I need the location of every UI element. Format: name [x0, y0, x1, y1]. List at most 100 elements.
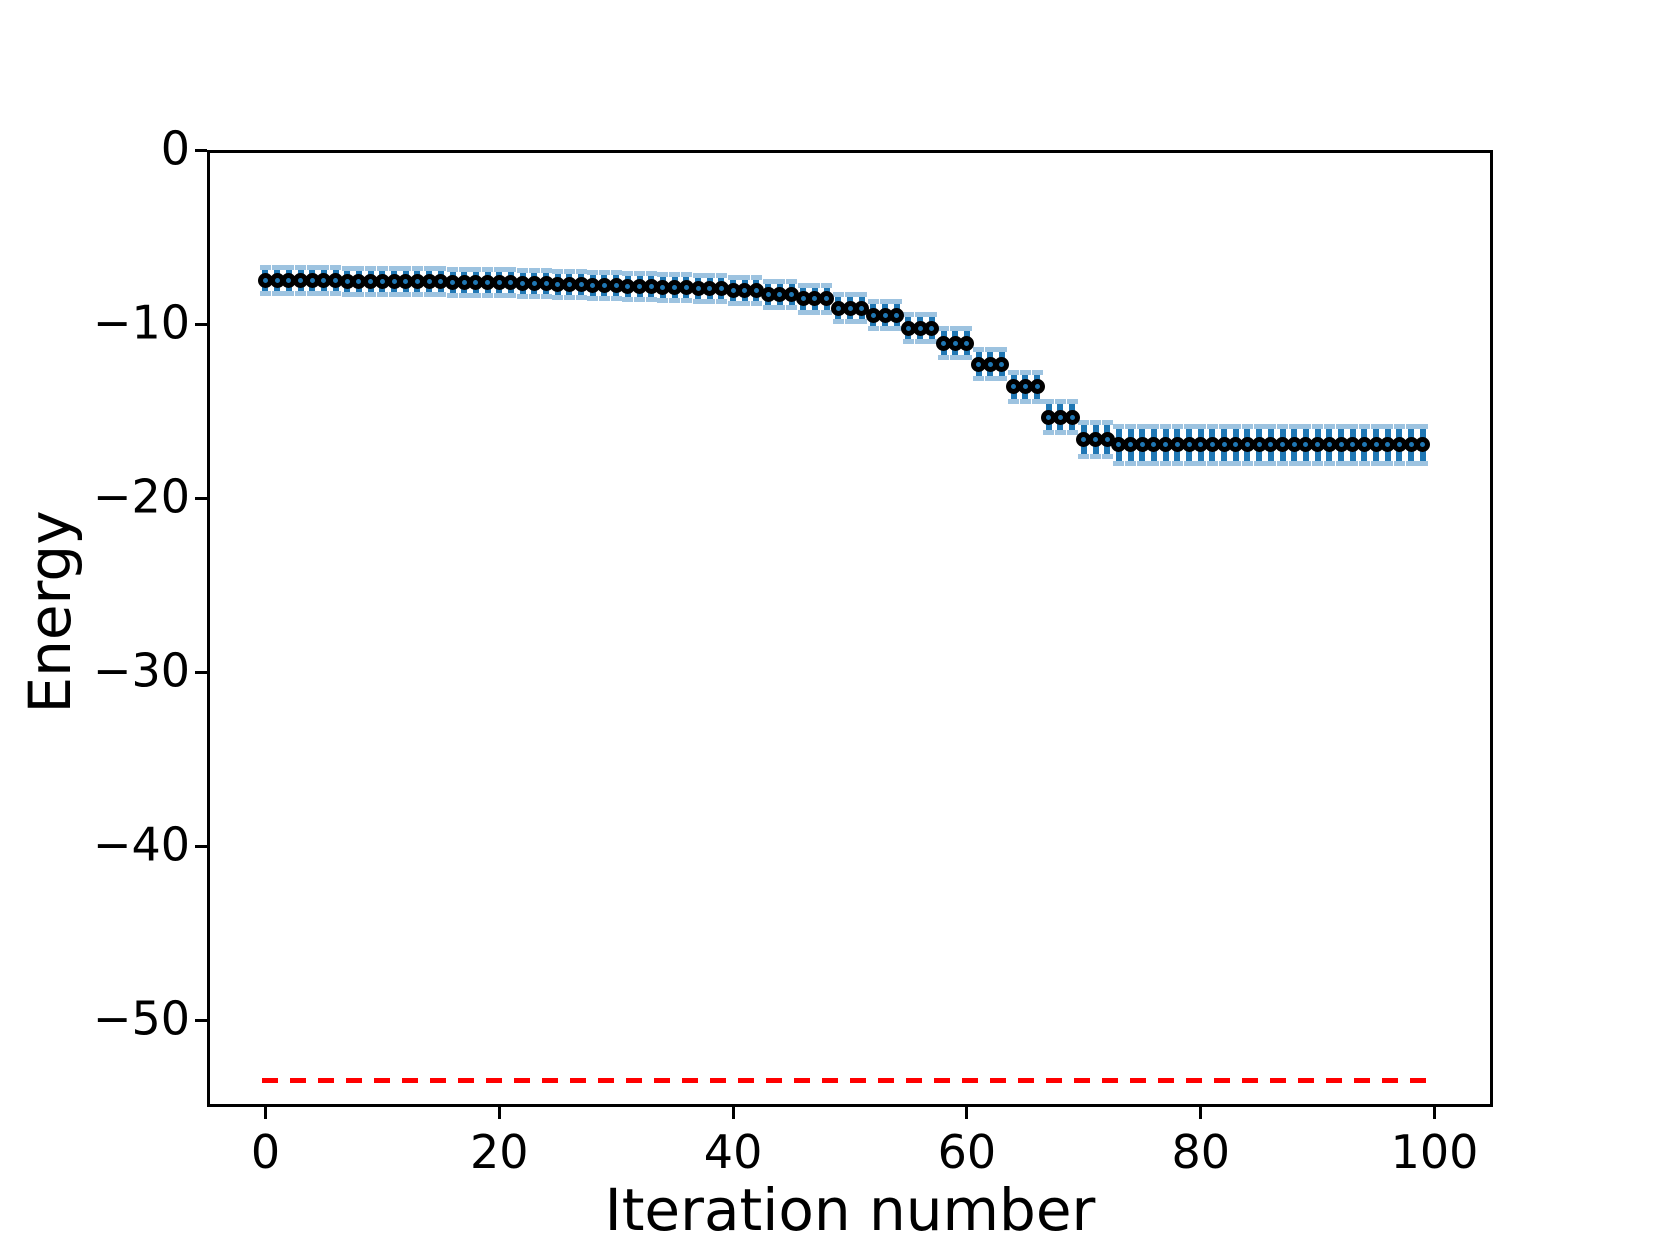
- error-bar-cap: [645, 270, 657, 276]
- error-bar-cap: [1300, 461, 1312, 467]
- error-bar-cap: [610, 269, 622, 275]
- error-bar-cap: [482, 267, 494, 273]
- error-bar-cap: [926, 339, 938, 345]
- error-bar-cap: [1230, 423, 1242, 429]
- error-bar-cap: [622, 270, 634, 276]
- error-bar-cap: [540, 294, 552, 300]
- error-bar-cap: [1277, 461, 1289, 467]
- x-axis-tick: [263, 1107, 267, 1119]
- error-bar-cap: [447, 266, 458, 272]
- error-bar-cap: [1125, 461, 1137, 467]
- error-bar-cap: [1195, 461, 1207, 467]
- error-bar-cap: [657, 297, 669, 303]
- error-bar-cap: [330, 265, 342, 271]
- error-bar-cap: [984, 375, 996, 381]
- error-bar-cap: [902, 312, 914, 318]
- error-bar-cap: [365, 265, 377, 271]
- error-bar-cap: [388, 266, 400, 272]
- error-bar-cap: [1347, 461, 1359, 467]
- error-bar-cap: [634, 296, 646, 302]
- y-tick-label: −50: [92, 991, 190, 1046]
- error-bar-cap: [680, 297, 692, 303]
- error-bar-cap: [435, 266, 447, 272]
- x-axis-tick: [1433, 1107, 1437, 1119]
- error-bar-cap: [517, 294, 529, 300]
- error-bar-cap: [552, 268, 564, 274]
- y-tick-label: −40: [92, 817, 190, 872]
- y-tick-label: −10: [92, 295, 190, 350]
- error-bar-cap: [1312, 461, 1324, 467]
- y-axis-tick: [195, 496, 207, 500]
- y-axis-label: Energy: [16, 510, 84, 714]
- x-axis-tick: [497, 1107, 501, 1119]
- error-bar-cap: [1043, 429, 1055, 435]
- error-bar-cap: [598, 295, 610, 301]
- error-bar-cap: [961, 326, 973, 332]
- error-bar-cap: [821, 309, 833, 315]
- error-bar-cap: [867, 299, 879, 305]
- error-bar-cap: [1265, 461, 1277, 467]
- error-bar-cap: [926, 312, 938, 318]
- error-bar-cap: [1405, 423, 1417, 429]
- error-bar-cap: [598, 269, 610, 275]
- reference-line: [261, 1078, 1433, 1084]
- error-bar-cap: [797, 282, 809, 288]
- error-bar-cap: [1323, 461, 1335, 467]
- error-bar-cap: [786, 304, 798, 310]
- error-bar-cap: [1300, 423, 1312, 429]
- error-bar-cap: [1347, 423, 1359, 429]
- error-bar-cap: [306, 291, 318, 297]
- error-bar-cap: [1125, 423, 1137, 429]
- error-bar-cap: [821, 282, 833, 288]
- error-bar-cap: [739, 301, 751, 307]
- error-bar-cap: [341, 265, 353, 271]
- error-bar-cap: [1323, 423, 1335, 429]
- error-bar-cap: [1078, 454, 1090, 460]
- error-bar-cap: [295, 264, 307, 270]
- error-bar-cap: [552, 294, 564, 300]
- error-bar-cap: [1288, 461, 1300, 467]
- y-tick-label: 0: [160, 121, 190, 176]
- x-tick-label: 40: [703, 1125, 763, 1179]
- x-axis-label: Iteration number: [604, 1176, 1096, 1244]
- data-point-marker: [889, 307, 905, 323]
- error-bar-cap: [447, 292, 458, 298]
- error-bar-cap: [470, 266, 482, 272]
- error-bar-cap: [1090, 420, 1101, 426]
- error-bar-cap: [1136, 423, 1148, 429]
- x-axis-tick: [965, 1107, 969, 1119]
- error-bar-cap: [423, 266, 435, 272]
- x-axis-tick: [1199, 1107, 1203, 1119]
- error-bar-cap: [1312, 423, 1324, 429]
- error-bar-cap: [1206, 423, 1218, 429]
- error-bar-cap: [938, 355, 950, 361]
- error-bar-cap: [1171, 461, 1183, 467]
- error-bar-cap: [1043, 399, 1055, 405]
- error-bar-cap: [1230, 461, 1242, 467]
- error-bar-cap: [809, 309, 821, 315]
- y-axis-tick: [195, 670, 207, 674]
- error-bar-cap: [762, 304, 774, 310]
- error-bar-cap: [1241, 423, 1253, 429]
- error-bar-cap: [259, 264, 271, 270]
- y-axis-tick: [195, 322, 207, 326]
- error-bar-cap: [797, 309, 809, 315]
- error-bar-cap: [680, 271, 692, 277]
- error-bar-cap: [739, 275, 751, 281]
- error-bar-cap: [435, 292, 447, 298]
- error-bar-cap: [867, 326, 879, 332]
- error-bar-cap: [669, 271, 681, 277]
- error-bar-cap: [1253, 461, 1265, 467]
- error-bar-cap: [657, 271, 669, 277]
- error-bar-cap: [1417, 423, 1429, 429]
- error-bar-cap: [774, 304, 786, 310]
- error-bar-cap: [996, 375, 1008, 381]
- error-bar-cap: [832, 319, 844, 325]
- error-bar-cap: [1019, 398, 1031, 404]
- error-bar-cap: [259, 291, 271, 297]
- error-bar-cap: [528, 294, 540, 300]
- error-bar-cap: [832, 292, 844, 298]
- error-bar-cap: [727, 301, 739, 307]
- error-bar-cap: [973, 375, 985, 381]
- error-bar-cap: [411, 266, 423, 272]
